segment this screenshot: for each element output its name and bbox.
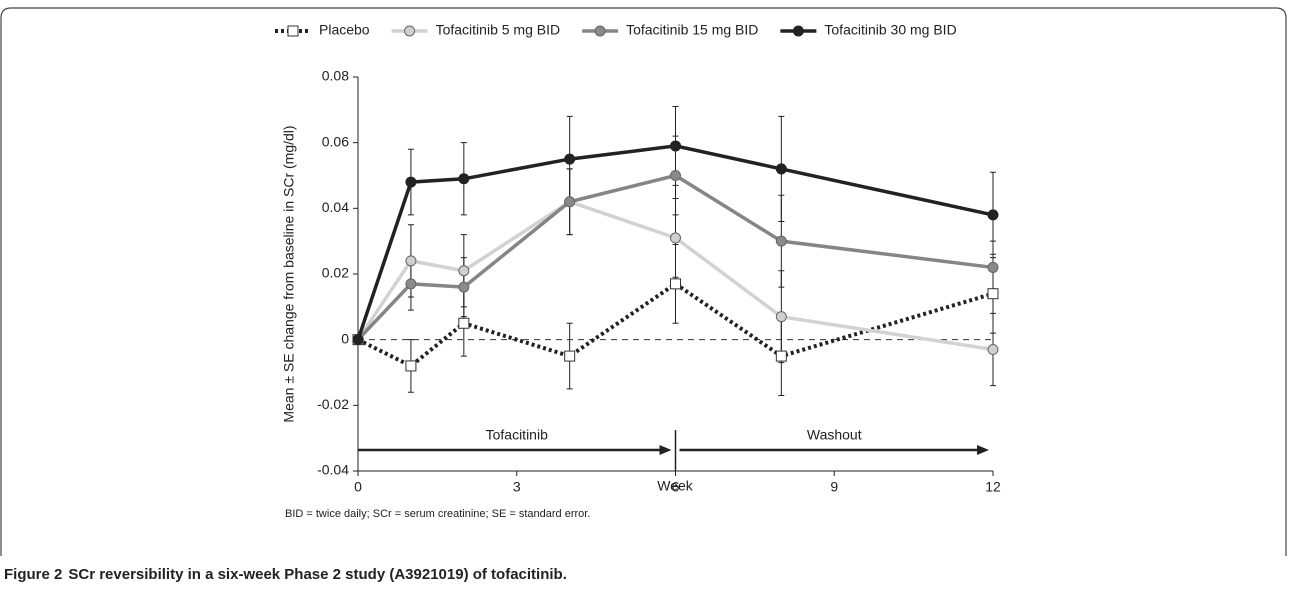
legend-label: Tofacitinib 30 mg BID [824,22,956,38]
x-tick-label: 9 [830,479,838,495]
marker [287,25,299,37]
marker [775,311,787,323]
marker [987,288,999,300]
marker [405,176,417,188]
caption-label: Figure 2 [4,566,62,583]
marker [775,235,787,247]
y-axis-label: Mean ± SE change from baseline in SCr (m… [281,125,297,422]
y-tick-label: -0.04 [317,462,349,478]
caption-text: SCr reversibility in a six-week Phase 2 … [68,566,567,583]
footnote: BID = twice daily; SCr = serum creatinin… [285,508,590,520]
phase-label: Tofacitinib [486,427,548,443]
legend-label: Placebo [319,22,370,38]
marker [458,173,470,185]
marker [987,261,999,273]
y-tick-label: 0.02 [322,265,349,281]
marker [670,278,681,290]
y-tick-label: 0 [341,330,349,346]
marker [564,350,576,362]
marker [775,350,787,362]
legend-label: Tofacitinib 5 mg BID [436,22,561,38]
marker [987,209,999,221]
y-tick-label: -0.02 [317,396,349,412]
y-tick-label: 0.04 [322,199,349,215]
marker [458,317,470,329]
marker [792,25,804,37]
legend-label: Tofacitinib 15 mg BID [626,22,758,38]
x-tick-label: 12 [985,479,1001,495]
x-tick-label: 0 [354,479,362,495]
x-axis-label: Week [657,478,694,494]
marker [775,163,787,175]
marker [564,153,576,165]
phase-label: Washout [807,427,862,443]
marker [670,232,681,244]
x-tick-label: 3 [513,479,521,495]
marker [352,334,364,346]
phase-arrowhead [977,445,989,455]
marker [458,281,470,293]
marker [405,278,417,290]
marker [670,170,681,181]
x-tick-label: 6 [672,479,680,495]
marker [405,255,417,267]
y-tick-label: 0.08 [322,68,349,84]
marker [670,140,681,152]
marker [458,265,470,277]
phase-arrowhead [659,445,672,455]
marker [564,196,576,208]
marker [404,25,416,37]
marker [594,25,606,37]
marker [987,344,999,356]
marker [405,360,417,372]
y-tick-label: 0.06 [322,133,349,149]
figure-frame [0,7,1287,556]
